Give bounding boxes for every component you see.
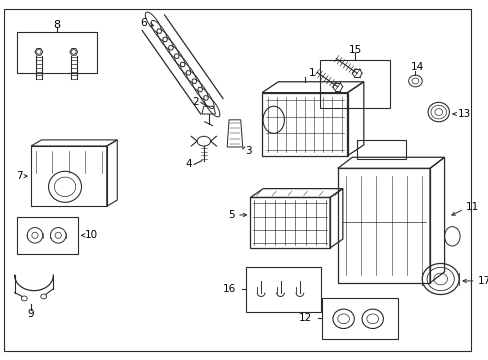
- Text: 14: 14: [410, 62, 423, 72]
- Bar: [356, 140, 405, 159]
- Text: 9: 9: [28, 309, 34, 319]
- Bar: [18, 32, 97, 73]
- Text: 10: 10: [84, 230, 98, 240]
- Text: 11: 11: [465, 202, 478, 212]
- Text: 8: 8: [54, 20, 61, 30]
- Text: 4: 4: [184, 159, 191, 170]
- Text: 7: 7: [16, 171, 22, 181]
- Bar: [322, 298, 397, 339]
- Text: 15: 15: [348, 45, 361, 55]
- Text: 17: 17: [477, 276, 488, 286]
- Bar: [245, 267, 321, 312]
- Text: 16: 16: [222, 284, 235, 294]
- Text: 13: 13: [457, 109, 470, 119]
- Text: 1: 1: [308, 68, 315, 78]
- Text: 3: 3: [244, 146, 251, 156]
- Bar: [18, 217, 78, 254]
- Text: 12: 12: [299, 313, 312, 323]
- Text: 2: 2: [191, 97, 198, 107]
- Bar: [320, 60, 389, 108]
- Text: 5: 5: [227, 210, 234, 220]
- Text: 6: 6: [140, 18, 147, 28]
